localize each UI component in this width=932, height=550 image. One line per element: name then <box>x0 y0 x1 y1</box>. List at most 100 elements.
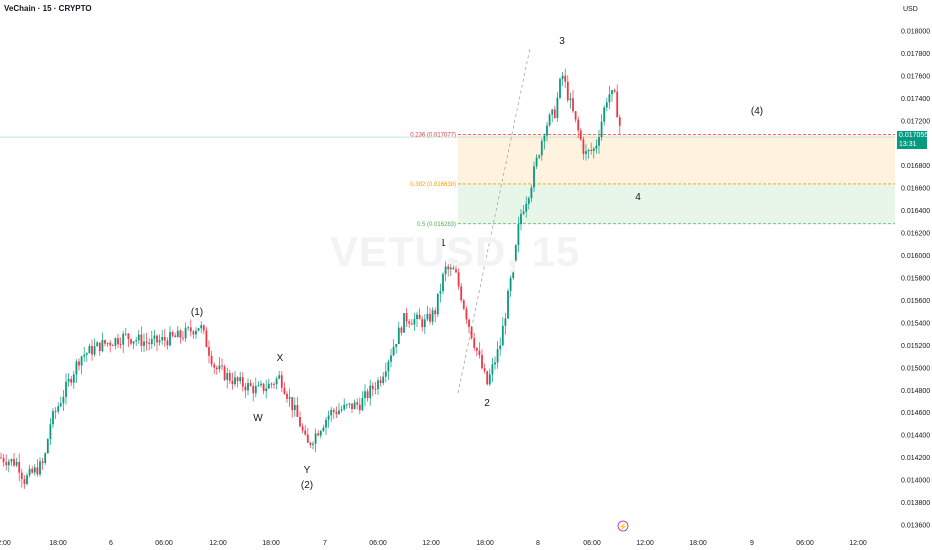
x-tick-label: 12:00 <box>849 540 867 547</box>
candle-body <box>41 461 44 464</box>
candle-body <box>304 430 307 435</box>
candle-body <box>592 148 595 151</box>
candle-body <box>348 403 351 405</box>
candle-body <box>241 377 244 387</box>
candle-body <box>535 157 538 167</box>
candle-body <box>148 342 151 345</box>
candle-body <box>156 335 158 343</box>
candle-body <box>273 384 275 385</box>
candle-body <box>618 117 621 126</box>
candle-body <box>36 467 39 475</box>
candle-body <box>353 402 356 410</box>
y-tick-label: 0.016800 <box>901 163 930 170</box>
candle-body <box>226 373 229 380</box>
candle-body <box>140 334 143 346</box>
candle-body <box>384 371 387 377</box>
candle-body <box>501 325 504 346</box>
candle-body <box>491 364 494 375</box>
candle-body <box>137 334 140 341</box>
candle-body <box>205 330 208 348</box>
candle-body <box>215 367 218 370</box>
candle-body <box>143 341 145 346</box>
y-tick-label: 0.017400 <box>901 96 930 103</box>
fib-level-label: 0.382 (0.016638) <box>410 182 456 188</box>
x-tick-label: 18:00 <box>476 540 494 547</box>
candle-body <box>566 81 569 101</box>
candle-body <box>13 459 15 466</box>
candle-body <box>330 410 333 416</box>
candle-body <box>319 430 322 436</box>
wave-label: (4) <box>751 106 763 117</box>
last-price-badge: 0.017055 13:31 <box>897 131 929 149</box>
candle-body <box>364 391 366 399</box>
candle-body <box>423 319 426 328</box>
x-tick-label: 06:00 <box>155 540 173 547</box>
candle-body <box>20 472 23 480</box>
candle-body <box>0 457 2 459</box>
candle-body <box>26 475 28 484</box>
candle-body <box>210 355 213 365</box>
currency-label[interactable]: USD <box>903 6 918 13</box>
candle-body <box>260 383 262 386</box>
candle-body <box>96 342 99 347</box>
candle-body <box>470 326 473 339</box>
candle-body <box>114 338 117 346</box>
candle-body <box>314 433 317 444</box>
x-tick-label: 8 <box>536 540 540 547</box>
candle-body <box>119 344 122 345</box>
y-tick-label: 0.016000 <box>901 253 930 260</box>
candle-body <box>611 90 613 95</box>
candle-body <box>460 286 463 301</box>
last-price-value: 0.017055 <box>899 132 929 139</box>
candle-body <box>221 365 223 367</box>
candle-body <box>70 378 73 383</box>
candle-body <box>312 443 314 445</box>
x-tick-label: 12:00 <box>209 540 227 547</box>
candle-body <box>59 403 62 407</box>
wave-label: Y <box>304 465 311 476</box>
candle-body <box>46 439 49 454</box>
candle-body <box>239 377 242 382</box>
fib-level-label: 0.5 (0.016283) <box>417 222 456 228</box>
candle-body <box>468 319 470 327</box>
candle-body <box>85 353 88 355</box>
candle-body <box>18 461 21 473</box>
candle-body <box>369 385 372 399</box>
candle-body <box>418 314 421 320</box>
candle-body <box>572 98 574 112</box>
x-tick-label: 18:00 <box>49 540 67 547</box>
candle-body <box>189 327 192 332</box>
candle-body <box>442 274 444 292</box>
candle-body <box>75 361 78 375</box>
candle-body <box>517 224 520 246</box>
y-tick-label: 0.014400 <box>901 433 930 440</box>
candle-body <box>512 260 515 279</box>
candle-body <box>332 410 335 413</box>
candle-body <box>553 109 556 118</box>
candle-body <box>291 397 294 411</box>
candle-body <box>559 78 561 98</box>
candle-body <box>499 345 502 350</box>
candle-body <box>564 75 567 82</box>
x-tick-label: 9 <box>750 540 754 547</box>
candle-body <box>184 327 187 339</box>
candle-body <box>405 313 408 322</box>
candle-body <box>488 374 491 385</box>
y-tick-label: 0.015200 <box>901 343 930 350</box>
wave-label: W <box>253 413 263 424</box>
candle-body <box>551 109 554 115</box>
candle-body <box>481 354 483 369</box>
candle-body <box>171 332 174 336</box>
candle-body <box>533 166 535 188</box>
candle-body <box>548 114 551 126</box>
candle-body <box>306 434 309 443</box>
candle-body <box>507 290 509 319</box>
candle-body <box>465 308 468 320</box>
candle-body <box>202 325 205 331</box>
y-tick-label: 0.015800 <box>901 276 930 283</box>
candle-body <box>322 427 325 431</box>
candle-body <box>608 94 611 103</box>
candle-body <box>530 187 533 199</box>
candle-body <box>252 385 255 394</box>
